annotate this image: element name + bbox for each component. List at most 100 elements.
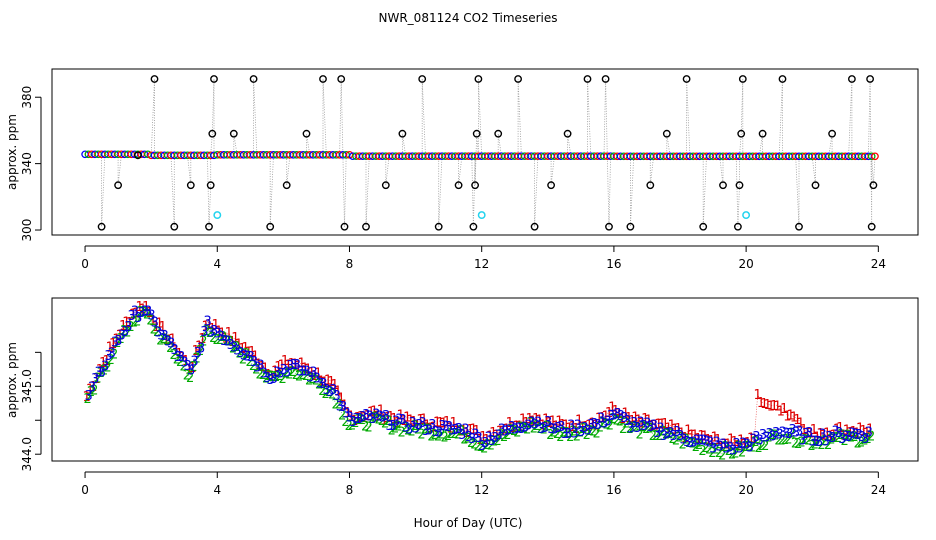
series-1-point: 1 — [106, 340, 114, 355]
series-2-point: 2 — [695, 438, 703, 453]
calibration-point — [795, 222, 803, 231]
series-3-point: 3 — [696, 433, 704, 448]
series-2-point: 2 — [596, 421, 604, 436]
series-3-point: 3 — [646, 420, 654, 435]
series-2-point: 2 — [758, 439, 766, 454]
series-3-point: 3 — [699, 434, 707, 449]
series-3-point: 3 — [422, 424, 430, 439]
series-1-point: 1 — [440, 417, 448, 432]
series-2-point: 2 — [136, 305, 144, 320]
series-3-point: 3 — [561, 427, 569, 442]
series-1-point: 1 — [856, 422, 864, 437]
series-3-point: 3 — [567, 419, 575, 434]
series-1-point: 1 — [701, 430, 709, 445]
series-1-point: 1 — [750, 432, 758, 447]
series-2-point: 2 — [199, 334, 207, 349]
x-tick-label: 8 — [346, 257, 354, 271]
series-1-point: 1 — [406, 414, 414, 429]
bottom-y-axis: 344.0 345.0 — [20, 351, 42, 471]
bottom-x-axis: 0 4 8 12 16 20 24 — [81, 471, 886, 497]
series-2-point: 2 — [100, 363, 108, 378]
series-1-point: 1 — [294, 359, 302, 374]
calibration-point — [210, 75, 218, 83]
series-3-point: 3 — [772, 426, 780, 441]
series-2-point: 2 — [206, 326, 214, 341]
series-1-point: 1 — [430, 420, 438, 435]
series-2-point: 2 — [665, 427, 673, 442]
series-2-point: 2 — [725, 444, 733, 459]
series-3-point: 3 — [759, 428, 767, 443]
series-2-point: 2 — [371, 410, 379, 425]
series-1-point: 1 — [129, 307, 137, 322]
series-1-point: 1 — [734, 439, 742, 454]
series-1-point: 1 — [549, 415, 557, 430]
series-1-point: 1 — [866, 423, 874, 438]
series-2-point: 2 — [186, 371, 194, 386]
series-1-point: 1 — [410, 415, 418, 430]
series-3-point: 3 — [98, 365, 106, 380]
series-1-point: 1 — [625, 411, 633, 426]
series-3-point: 3 — [547, 422, 555, 437]
series-3-point: 3 — [104, 349, 112, 364]
series-2-point: 2 — [107, 353, 115, 368]
calibration-point — [208, 129, 217, 138]
series-1-point: 1 — [767, 399, 775, 414]
series-2-point: 2 — [794, 437, 802, 452]
series-2-point: 2 — [398, 426, 406, 441]
series-3-point: 3 — [574, 419, 582, 434]
series-3-point: 3 — [442, 420, 450, 435]
series-1-point: 1 — [324, 373, 332, 388]
calibration-point — [719, 181, 727, 190]
series-1-point: 1 — [638, 416, 646, 431]
series-3-point: 3 — [352, 412, 360, 427]
series-2-point: 2 — [288, 365, 296, 380]
series-2-point: 2 — [140, 306, 148, 321]
series-1-point: 1 — [264, 368, 272, 383]
calibration-point — [229, 129, 238, 138]
series-1-point: 1 — [145, 306, 153, 321]
series-2-point: 2 — [312, 374, 320, 389]
series-1-point: 1 — [820, 429, 828, 444]
series-1-point: 1 — [350, 414, 358, 429]
series-3-point: 3 — [323, 383, 331, 398]
series-2-point: 2 — [249, 359, 257, 374]
series-1-point: 1 — [846, 426, 854, 441]
calibration-point — [530, 222, 539, 231]
series-1-point: 1 — [588, 417, 596, 432]
series-1-point: 1 — [611, 404, 619, 419]
top-plot-frame — [51, 68, 919, 236]
series-1-point: 1 — [678, 427, 686, 442]
series-2-point: 2 — [708, 446, 716, 461]
series-2-point: 2 — [259, 368, 267, 383]
series-2-point: 2 — [569, 424, 577, 439]
series-1-point: 1 — [367, 406, 375, 421]
series-2-point: 2 — [381, 417, 389, 432]
series-3-point: 3 — [395, 412, 403, 427]
series-2-point: 2 — [556, 430, 564, 445]
calibration-point — [869, 181, 878, 190]
series-2-point: 2 — [189, 360, 197, 375]
series-3-point: 3 — [683, 435, 691, 450]
series-2-point: 2 — [226, 335, 234, 350]
series-3-point: 3 — [841, 430, 849, 445]
series-3-point: 3 — [736, 441, 744, 456]
series-2-point: 2 — [236, 347, 244, 362]
series-2-point: 2 — [196, 344, 204, 359]
series-3-point: 3 — [286, 359, 294, 374]
series-2-point: 2 — [414, 423, 422, 438]
x-tick-label: 16 — [606, 257, 621, 271]
series-1-point: 1 — [658, 417, 666, 432]
series-2-point: 2 — [279, 372, 287, 387]
series-2-point: 2 — [368, 412, 376, 427]
series-3-point: 3 — [838, 432, 846, 447]
series-3-point: 3 — [534, 416, 542, 431]
series-3-point: 3 — [253, 361, 261, 376]
calibration-point — [699, 222, 708, 231]
series-2-point: 2 — [487, 439, 495, 454]
series-1-point: 1 — [218, 327, 226, 342]
series-3-point: 3 — [798, 434, 806, 449]
series-2-point: 2 — [834, 431, 842, 446]
series-1-point: 1 — [730, 435, 738, 450]
series-1-point: 1 — [175, 347, 183, 362]
series-3-point: 3 — [815, 435, 823, 450]
